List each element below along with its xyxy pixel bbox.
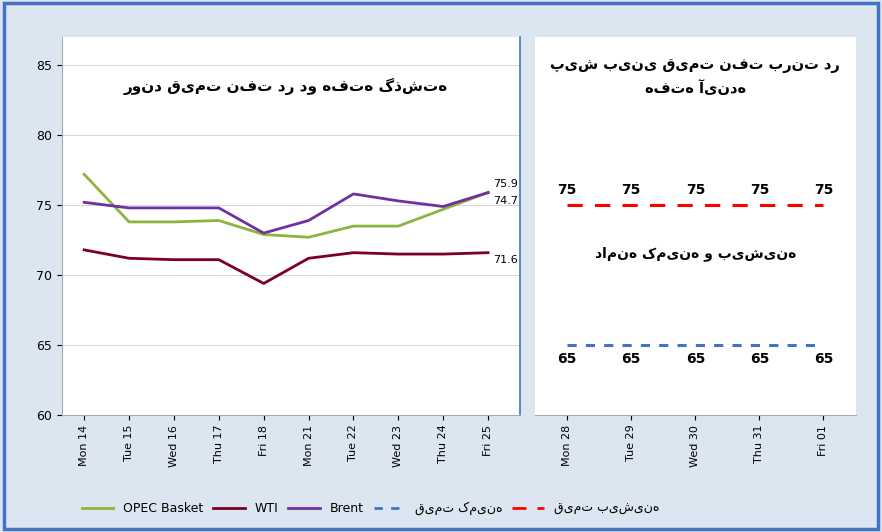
Text: 65: 65: [685, 352, 705, 366]
Text: 75: 75: [814, 182, 833, 197]
Text: پیش بینی قیمت نفت برنت در
هفته آینده: پیش بینی قیمت نفت برنت در هفته آینده: [550, 58, 841, 96]
Text: 65: 65: [814, 352, 833, 366]
Text: 74.7: 74.7: [494, 196, 519, 206]
Text: 71.6: 71.6: [494, 255, 519, 265]
Text: 75: 75: [622, 182, 641, 197]
Text: 75.9: 75.9: [494, 179, 519, 189]
Text: دامنه کمینه و بیشینه: دامنه کمینه و بیشینه: [594, 247, 796, 261]
Text: 65: 65: [622, 352, 641, 366]
Text: 75: 75: [750, 182, 769, 197]
Text: روند قیمت نفت در دو هفته گذشته: روند قیمت نفت در دو هفته گذشته: [124, 78, 448, 95]
Text: 65: 65: [557, 352, 577, 366]
Text: 75: 75: [685, 182, 705, 197]
Text: 75: 75: [557, 182, 577, 197]
Legend: OPEC Basket, WTI, Brent, قیمت کمینه, قیمت بیشینه: OPEC Basket, WTI, Brent, قیمت کمینه, قیم…: [77, 497, 664, 520]
Text: 65: 65: [750, 352, 769, 366]
